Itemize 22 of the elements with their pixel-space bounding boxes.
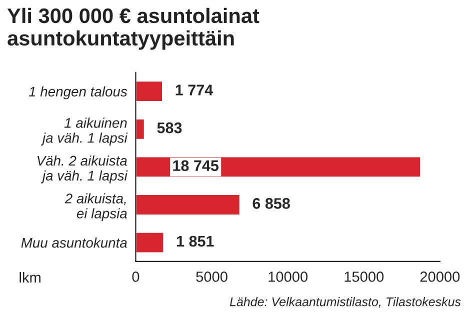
x-tick-label: 0 xyxy=(132,272,140,282)
bar xyxy=(136,194,241,216)
x-tick-label: 15000 xyxy=(344,272,384,282)
bar xyxy=(136,231,165,254)
data-label: 1 774 xyxy=(176,84,214,96)
data-label: 18 745 xyxy=(173,160,219,172)
y-tick-label: Väh. 2 aikuista ja väh. 1 lapsi xyxy=(37,155,128,184)
x-tick-label: 20000 xyxy=(420,272,460,282)
text: Lähde: Velkaantumistilasto, Tilastokeskus xyxy=(230,297,461,308)
bar xyxy=(136,118,146,140)
chart-title: Yli 300 000 € asuntolainat asuntokuntatyypeittäin xyxy=(7,8,260,50)
data-label: 1 851 xyxy=(177,236,214,247)
data-label: 583 xyxy=(157,122,182,134)
y-tick-label: Muu asuntokunta xyxy=(21,238,127,248)
data-label: 6 858 xyxy=(252,198,290,209)
y-tick-label: 2 aikuista, ei lapsia xyxy=(64,193,127,222)
x-tick-label: 5000 xyxy=(196,272,228,282)
x-axis-title: lkm xyxy=(20,272,40,283)
y-tick-label: 1 hengen talous xyxy=(28,86,128,100)
y-tick-label: 1 aikuinen ja väh. 1 lapsi xyxy=(40,118,128,146)
x-tick-label: 10000 xyxy=(268,272,308,282)
bar xyxy=(136,80,164,102)
